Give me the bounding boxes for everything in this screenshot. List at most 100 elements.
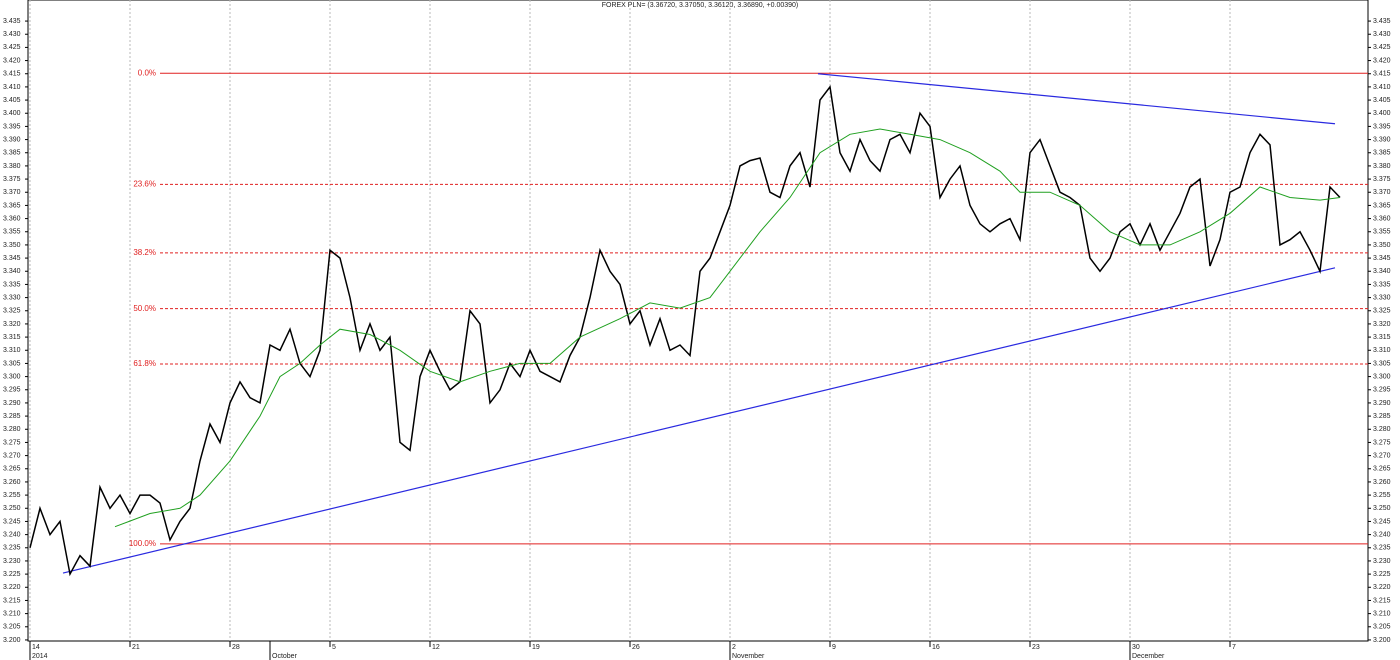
plot-frame [27, 0, 1369, 642]
month-label: December [1132, 653, 1165, 660]
x-tick-label: 19 [532, 644, 540, 651]
y-tick-label: 3.365 [3, 202, 21, 209]
y-tick-label: 3.245 [3, 518, 21, 525]
y-tick-label-right: 3.390 [1373, 136, 1391, 143]
y-tick-label-right: 3.225 [1373, 571, 1391, 578]
y-tick-label-right: 3.415 [1373, 71, 1391, 78]
fib-label: 100.0% [129, 539, 156, 548]
y-tick-label: 3.205 [3, 624, 21, 631]
y-tick-label: 3.300 [3, 373, 21, 380]
y-tick-label: 3.265 [3, 466, 21, 473]
y-tick-label-right: 3.315 [1373, 334, 1391, 341]
y-tick-label: 3.255 [3, 492, 21, 499]
y-tick-label-right: 3.430 [1373, 31, 1391, 38]
y-tick-label-right: 3.260 [1373, 479, 1391, 486]
y-tick-label: 3.355 [3, 229, 21, 236]
x-tick-label: 5 [332, 644, 336, 651]
x-tick-label: 23 [1032, 644, 1040, 651]
y-tick-label: 3.380 [3, 163, 21, 170]
y-tick-label: 3.280 [3, 426, 21, 433]
y-tick-label: 3.375 [3, 176, 21, 183]
y-tick-label: 3.405 [3, 97, 21, 104]
y-tick-label: 3.320 [3, 321, 21, 328]
trendline [62, 267, 1336, 574]
x-tick-label: 7 [1232, 644, 1236, 651]
y-tick-label: 3.350 [3, 242, 21, 249]
x-tick-label: 12 [432, 644, 440, 651]
y-tick-label-right: 3.345 [1373, 255, 1391, 262]
y-tick-label-right: 3.220 [1373, 584, 1391, 591]
y-tick-label: 3.240 [3, 531, 21, 538]
fib-label: 50.0% [133, 304, 156, 313]
y-tick-label-right: 3.375 [1373, 176, 1391, 183]
y-tick-label: 3.270 [3, 452, 21, 459]
y-tick-label: 3.435 [3, 18, 21, 25]
fib-label: 61.8% [133, 359, 156, 368]
y-tick-label: 3.210 [3, 610, 21, 617]
y-tick-label-right: 3.235 [1373, 545, 1391, 552]
y-tick-label: 3.410 [3, 84, 21, 91]
y-tick-label: 3.235 [3, 545, 21, 552]
y-tick-label-right: 3.275 [1373, 439, 1391, 446]
y-tick-label: 3.335 [3, 281, 21, 288]
y-tick-label-right: 3.380 [1373, 163, 1391, 170]
y-tick-label: 3.260 [3, 479, 21, 486]
y-tick-label: 3.425 [3, 44, 21, 51]
y-tick-label: 3.250 [3, 505, 21, 512]
x-tick-label: 14 [32, 644, 40, 651]
y-tick-label: 3.315 [3, 334, 21, 341]
y-tick-label-right: 3.405 [1373, 97, 1391, 104]
y-tick-label-right: 3.245 [1373, 518, 1391, 525]
y-tick-label-right: 3.300 [1373, 373, 1391, 380]
y-tick-label: 3.415 [3, 71, 21, 78]
y-tick-label: 3.340 [3, 268, 21, 275]
month-label: October [272, 653, 298, 660]
y-tick-label-right: 3.325 [1373, 308, 1391, 315]
y-tick-label: 3.225 [3, 571, 21, 578]
x-tick-label: 9 [832, 644, 836, 651]
x-tick-label: 26 [632, 644, 640, 651]
y-tick-label: 3.390 [3, 136, 21, 143]
y-tick-label: 3.360 [3, 215, 21, 222]
y-tick-label-right: 3.360 [1373, 215, 1391, 222]
y-tick-label-right: 3.265 [1373, 466, 1391, 473]
y-tick-label-right: 3.280 [1373, 426, 1391, 433]
fib-label: 0.0% [138, 68, 156, 77]
y-tick-label-right: 3.340 [1373, 268, 1391, 275]
y-tick-label: 3.325 [3, 308, 21, 315]
y-tick-label: 3.370 [3, 189, 21, 196]
x-tick-label: 30 [1132, 644, 1140, 651]
y-tick-label-right: 3.385 [1373, 150, 1391, 157]
y-tick-label: 3.310 [3, 347, 21, 354]
chart-title: FOREX PLN= (3.36720, 3.37050, 3.36120, 3… [602, 2, 799, 9]
y-tick-label: 3.220 [3, 584, 21, 591]
y-tick-label-right: 3.230 [1373, 558, 1391, 565]
y-tick-label-right: 3.205 [1373, 624, 1391, 631]
y-tick-label-right: 3.310 [1373, 347, 1391, 354]
y-tick-label-right: 3.255 [1373, 492, 1391, 499]
y-tick-label: 3.290 [3, 400, 21, 407]
y-tick-label-right: 3.330 [1373, 294, 1391, 301]
price-line [29, 85, 1341, 577]
month-label: November [732, 653, 765, 660]
x-tick-label: 21 [132, 644, 140, 651]
y-tick-label: 3.275 [3, 439, 21, 446]
y-tick-label-right: 3.435 [1373, 18, 1391, 25]
y-tick-label: 3.285 [3, 413, 21, 420]
y-tick-label-right: 3.355 [1373, 229, 1391, 236]
y-tick-label-right: 3.370 [1373, 189, 1391, 196]
y-tick-label-right: 3.215 [1373, 597, 1391, 604]
y-tick-label-right: 3.240 [1373, 531, 1391, 538]
y-tick-label-right: 3.270 [1373, 452, 1391, 459]
x-tick-label: 2 [732, 644, 736, 651]
y-tick-label-right: 3.410 [1373, 84, 1391, 91]
fib-label: 23.6% [133, 179, 156, 188]
y-tick-label-right: 3.395 [1373, 123, 1391, 130]
y-tick-label: 3.230 [3, 558, 21, 565]
y-tick-label-right: 3.200 [1373, 637, 1391, 644]
y-tick-label-right: 3.285 [1373, 413, 1391, 420]
y-tick-label: 3.215 [3, 597, 21, 604]
y-tick-label: 3.200 [3, 637, 21, 644]
x-tick-label: 28 [232, 644, 240, 651]
